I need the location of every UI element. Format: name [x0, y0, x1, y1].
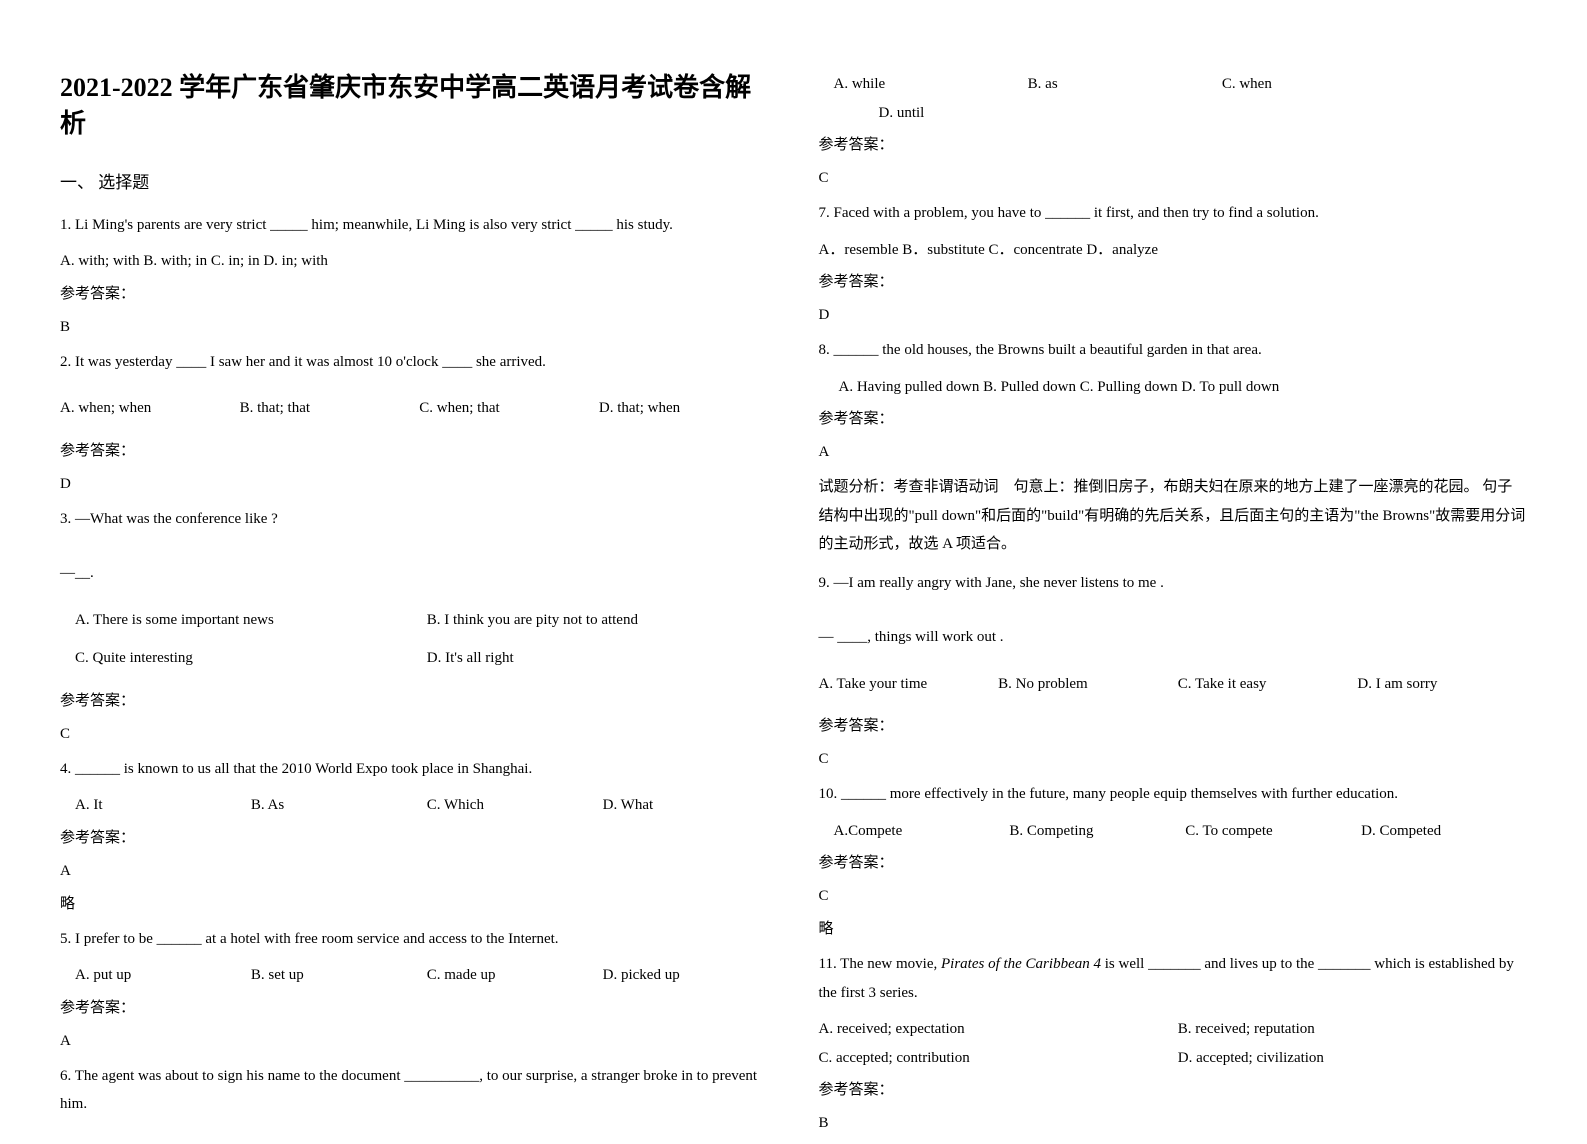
- question-3-dash: —__.: [60, 559, 769, 588]
- question-10-answer: C: [819, 888, 1528, 905]
- question-2-options: A. when; when B. that; that C. when; tha…: [60, 394, 769, 423]
- question-3: 3. —What was the conference like ?: [60, 505, 769, 534]
- question-1-options: A. with; with B. with; in C. in; in D. i…: [60, 247, 769, 276]
- question-10-omit: 略: [819, 917, 1528, 938]
- question-10: 10. ______ more effectively in the futur…: [819, 780, 1528, 809]
- answer-label: 参考答案：: [819, 133, 1528, 154]
- question-8-options: A. Having pulled down B. Pulled down C. …: [819, 373, 1528, 402]
- option-c: C. Quite interesting: [75, 644, 417, 673]
- option-b: B. I think you are pity not to attend: [427, 606, 769, 635]
- answer-label: 参考答案：: [60, 996, 769, 1017]
- answer-label: 参考答案：: [819, 714, 1528, 735]
- q11-italic: Pirates of the Caribbean 4: [941, 956, 1101, 972]
- question-4-omit: 略: [60, 892, 769, 913]
- question-8-answer: A: [819, 444, 1528, 461]
- question-7-options: A．resemble B．substitute C．concentrate D．…: [819, 236, 1528, 265]
- option-c: C. when; that: [419, 394, 589, 423]
- option-b: B. set up: [251, 961, 417, 990]
- question-2-answer: D: [60, 476, 769, 493]
- left-column: 2021-2022 学年广东省肇庆市东安中学高二英语月考试卷含解析 一、 选择题…: [60, 70, 769, 1144]
- question-3-answer: C: [60, 726, 769, 743]
- question-4-answer: A: [60, 863, 769, 880]
- question-3-options: A. There is some important news B. I thi…: [60, 606, 769, 635]
- option-b: B. Competing: [1009, 817, 1175, 846]
- question-6-options: A. while B. as C. when: [819, 70, 1528, 99]
- option-d: D. accepted; civilization: [1178, 1044, 1527, 1073]
- question-4: 4. ______ is known to us all that the 20…: [60, 755, 769, 784]
- option-a: A. Take your time: [819, 670, 989, 699]
- option-a: A. It: [75, 791, 241, 820]
- question-5: 5. I prefer to be ______ at a hotel with…: [60, 925, 769, 954]
- option-b: B. received; reputation: [1178, 1015, 1527, 1044]
- question-2: 2. It was yesterday ____ I saw her and i…: [60, 348, 769, 377]
- question-1: 1. Li Ming's parents are very strict ___…: [60, 211, 769, 240]
- question-7-answer: D: [819, 307, 1528, 324]
- option-a: A. put up: [75, 961, 241, 990]
- option-b: B. As: [251, 791, 417, 820]
- answer-label: 参考答案：: [60, 439, 769, 460]
- option-b: B. as: [1028, 70, 1222, 99]
- question-3-options-2: C. Quite interesting D. It's all right: [60, 644, 769, 673]
- option-b: B. No problem: [998, 670, 1168, 699]
- question-7: 7. Faced with a problem, you have to ___…: [819, 199, 1528, 228]
- answer-label: 参考答案：: [819, 270, 1528, 291]
- document-title: 2021-2022 学年广东省肇庆市东安中学高二英语月考试卷含解析: [60, 70, 769, 143]
- option-d: D. It's all right: [427, 644, 769, 673]
- question-6-option-d: D. until: [819, 99, 1528, 128]
- question-11: 11. The new movie, Pirates of the Caribb…: [819, 950, 1528, 1007]
- option-a: A. when; when: [60, 394, 230, 423]
- option-d: D. picked up: [603, 961, 769, 990]
- option-a: A. while: [834, 70, 1028, 99]
- q11-prefix: 11. The new movie,: [819, 956, 941, 972]
- option-b: B. that; that: [240, 394, 410, 423]
- question-11-options-1: A. received; expectation B. received; re…: [819, 1015, 1528, 1044]
- answer-label: 参考答案：: [60, 826, 769, 847]
- question-5-answer: A: [60, 1033, 769, 1050]
- answer-label: 参考答案：: [819, 407, 1528, 428]
- option-c: C. Take it easy: [1178, 670, 1348, 699]
- right-column: A. while B. as C. when D. until 参考答案： C …: [819, 70, 1528, 1144]
- option-c: C. when: [1222, 70, 1416, 99]
- option-d: D. Competed: [1361, 817, 1527, 846]
- section-heading: 一、 选择题: [60, 168, 769, 193]
- question-11-answer: B: [819, 1115, 1528, 1132]
- question-9: 9. —I am really angry with Jane, she nev…: [819, 569, 1528, 598]
- answer-label: 参考答案：: [60, 282, 769, 303]
- option-c: C. Which: [427, 791, 593, 820]
- option-a: A.Compete: [834, 817, 1000, 846]
- question-8: 8. ______ the old houses, the Browns bui…: [819, 336, 1528, 365]
- answer-label: 参考答案：: [819, 851, 1528, 872]
- option-c: C. accepted; contribution: [819, 1044, 1168, 1073]
- answer-label: 参考答案：: [60, 689, 769, 710]
- question-9-dash: — ____, things will work out .: [819, 623, 1528, 652]
- question-6: 6. The agent was about to sign his name …: [60, 1062, 769, 1119]
- question-1-answer: B: [60, 319, 769, 336]
- option-c: C. To compete: [1185, 817, 1351, 846]
- question-10-options: A.Compete B. Competing C. To compete D. …: [819, 817, 1528, 846]
- option-c: C. made up: [427, 961, 593, 990]
- option-d: D. that; when: [599, 394, 769, 423]
- answer-label: 参考答案：: [819, 1078, 1528, 1099]
- option-a: A. received; expectation: [819, 1015, 1168, 1044]
- question-6-answer: C: [819, 170, 1528, 187]
- option-d: D. What: [603, 791, 769, 820]
- question-4-options: A. It B. As C. Which D. What: [60, 791, 769, 820]
- option-a: A. There is some important news: [75, 606, 417, 635]
- question-9-answer: C: [819, 751, 1528, 768]
- exam-document: 2021-2022 学年广东省肇庆市东安中学高二英语月考试卷含解析 一、 选择题…: [60, 70, 1527, 1144]
- question-11-options-2: C. accepted; contribution D. accepted; c…: [819, 1044, 1528, 1073]
- question-8-analysis: 试题分析：考查非谓语动词 句意上：推倒旧房子，布朗夫妇在原来的地方上建了一座漂亮…: [819, 473, 1528, 559]
- question-5-options: A. put up B. set up C. made up D. picked…: [60, 961, 769, 990]
- option-d: D. I am sorry: [1357, 670, 1527, 699]
- question-9-options: A. Take your time B. No problem C. Take …: [819, 670, 1528, 699]
